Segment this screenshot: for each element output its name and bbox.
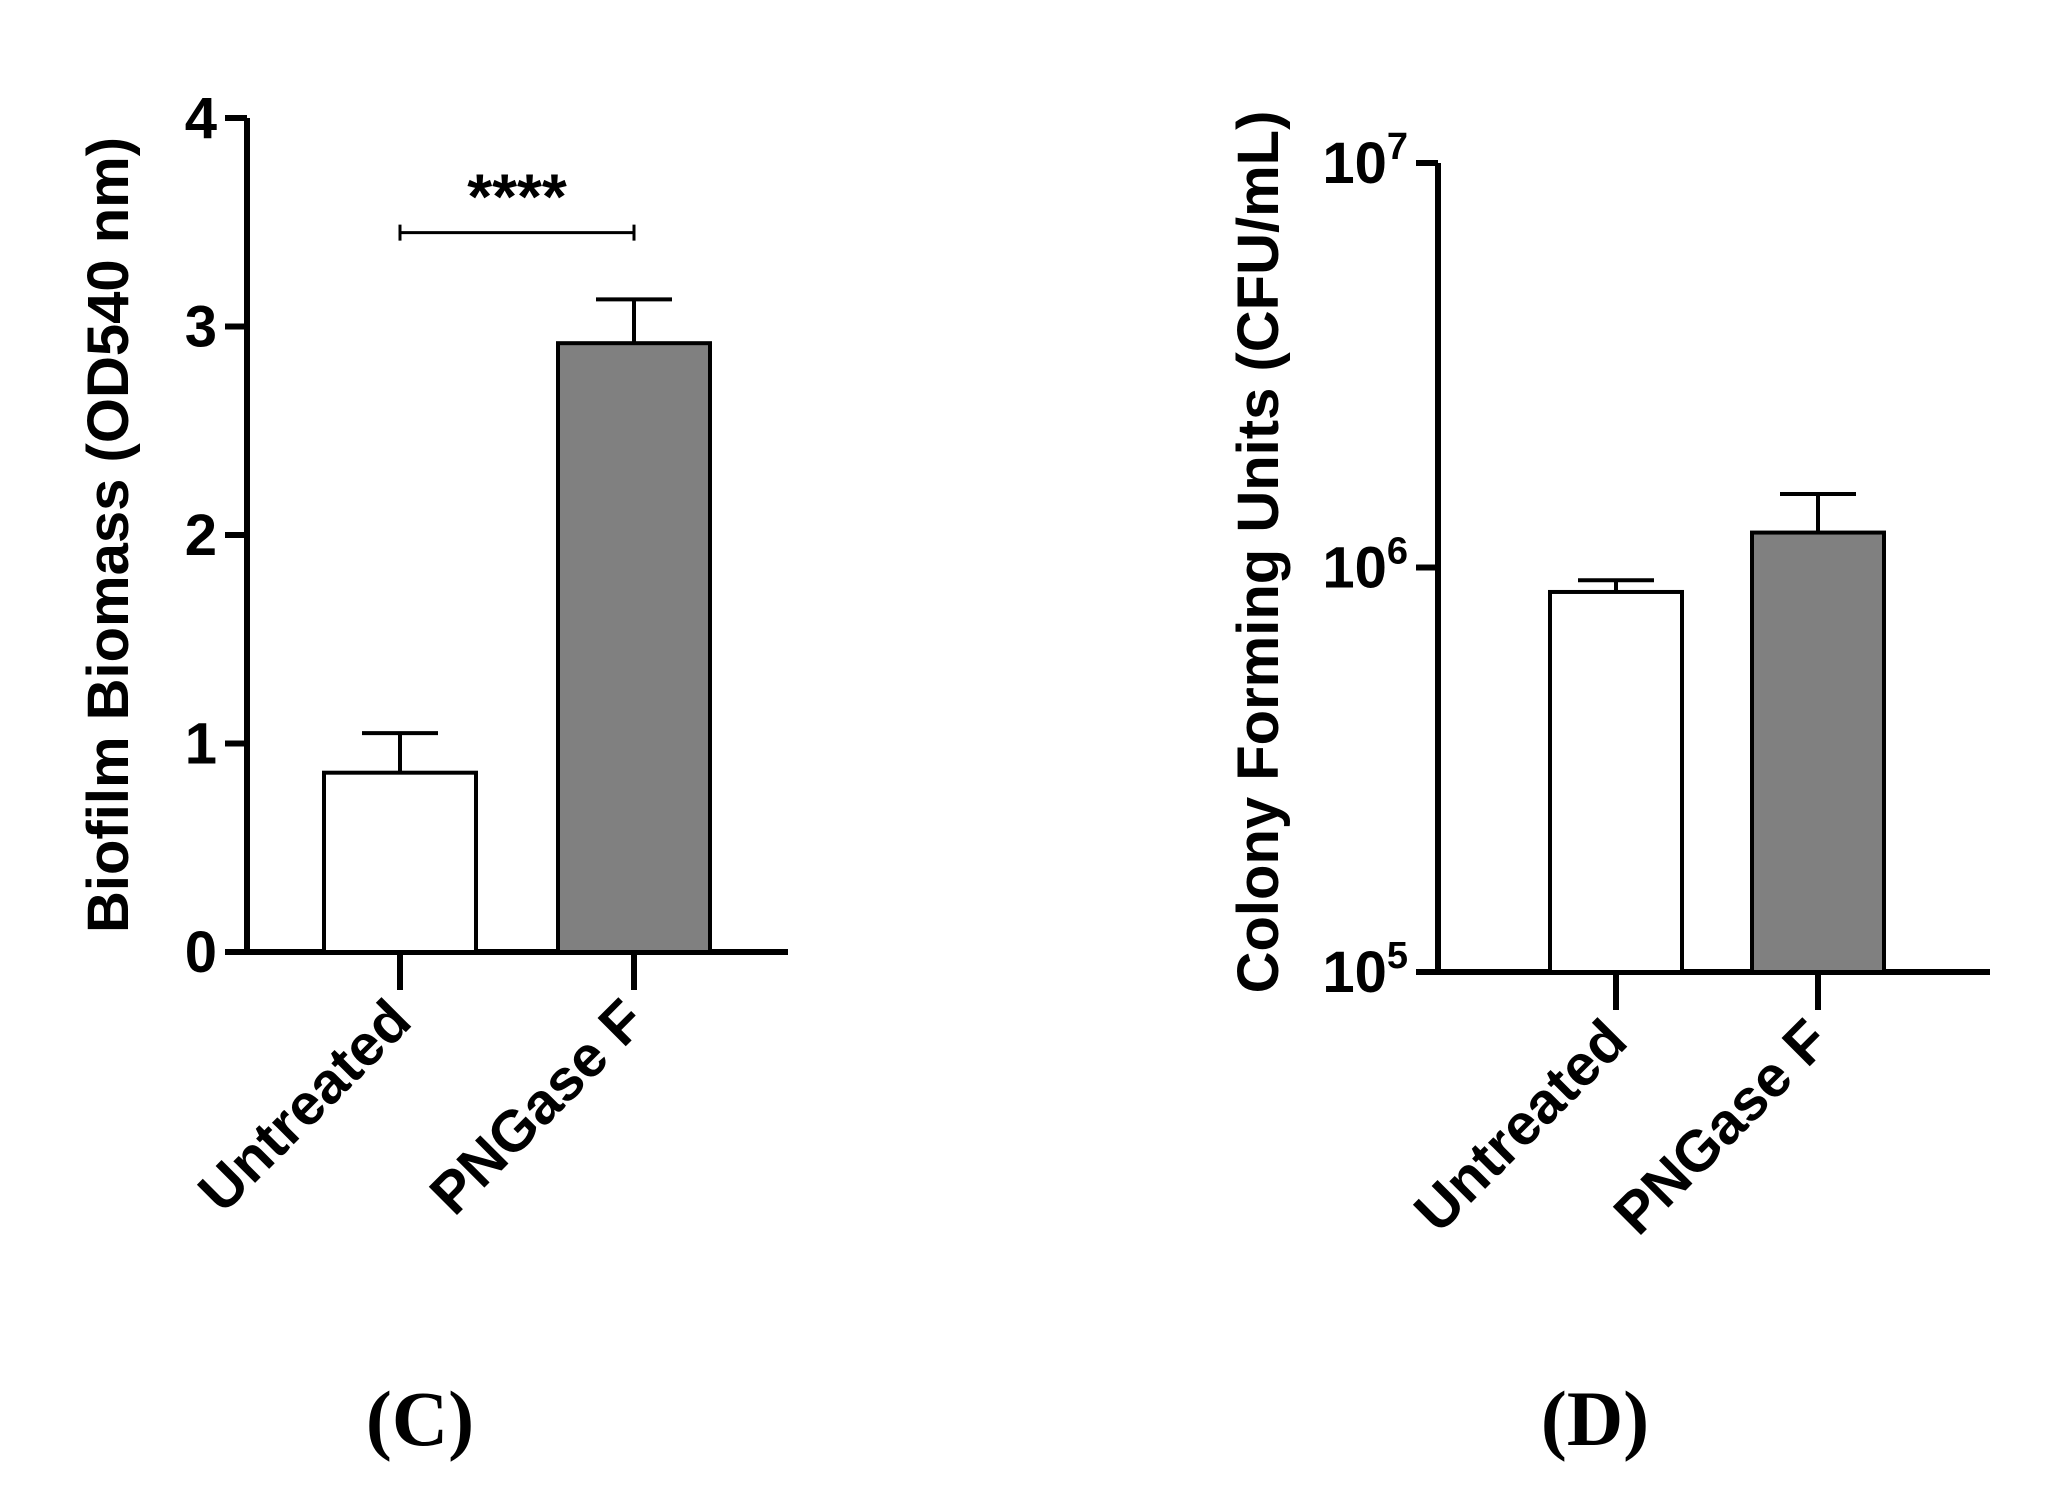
- d-category-label: Untreated: [1402, 1007, 1639, 1244]
- d-error-bar: [1780, 491, 1856, 533]
- c-y-axis-label: Biofilm Biomass (OD540 nm): [76, 137, 141, 933]
- c-significance: ****: [398, 161, 636, 241]
- c-y-tick-label: 4: [185, 86, 217, 151]
- d-y-tick-label: 106: [1322, 531, 1408, 601]
- d-panel-label: (D): [1541, 1375, 1649, 1462]
- c-error-bar: [596, 297, 672, 344]
- d-bar-pngase-f: [1750, 530, 1886, 974]
- c-significance-bracket: [398, 224, 636, 241]
- d-bars: [1548, 530, 1886, 974]
- c-error-bar: [362, 731, 438, 773]
- c-bar-pngase-f: [556, 341, 712, 954]
- c-y-tick-label: 3: [185, 295, 217, 360]
- d-category-label: PNGase F: [1601, 1007, 1841, 1247]
- c-panel-label: (C): [366, 1375, 474, 1462]
- c-category-label: Untreated: [186, 987, 423, 1224]
- c-y-tick-label: 1: [185, 712, 217, 777]
- d-bar-untreated: [1548, 589, 1684, 974]
- d-error-bars: [1578, 491, 1856, 592]
- d-error-bar: [1578, 578, 1654, 592]
- d-y-tick-label: 105: [1322, 935, 1408, 1005]
- c-y-ticks: 0 1 2 3 4: [185, 86, 247, 985]
- c-significance-label: ****: [467, 161, 567, 233]
- c-category-label: PNGase F: [417, 987, 657, 1227]
- c-bar-untreated: [322, 770, 478, 954]
- d-y-tick-label: 107: [1322, 126, 1408, 196]
- d-y-axis-label: Colony Forming Units (CFU/mL): [1226, 111, 1291, 994]
- c-bars: [322, 341, 712, 954]
- c-error-bars: [362, 297, 672, 773]
- d-y-ticks: 105 106 107: [1322, 126, 1438, 1005]
- c-y-tick-label: 0: [185, 920, 217, 985]
- c-y-tick-label: 2: [185, 503, 217, 568]
